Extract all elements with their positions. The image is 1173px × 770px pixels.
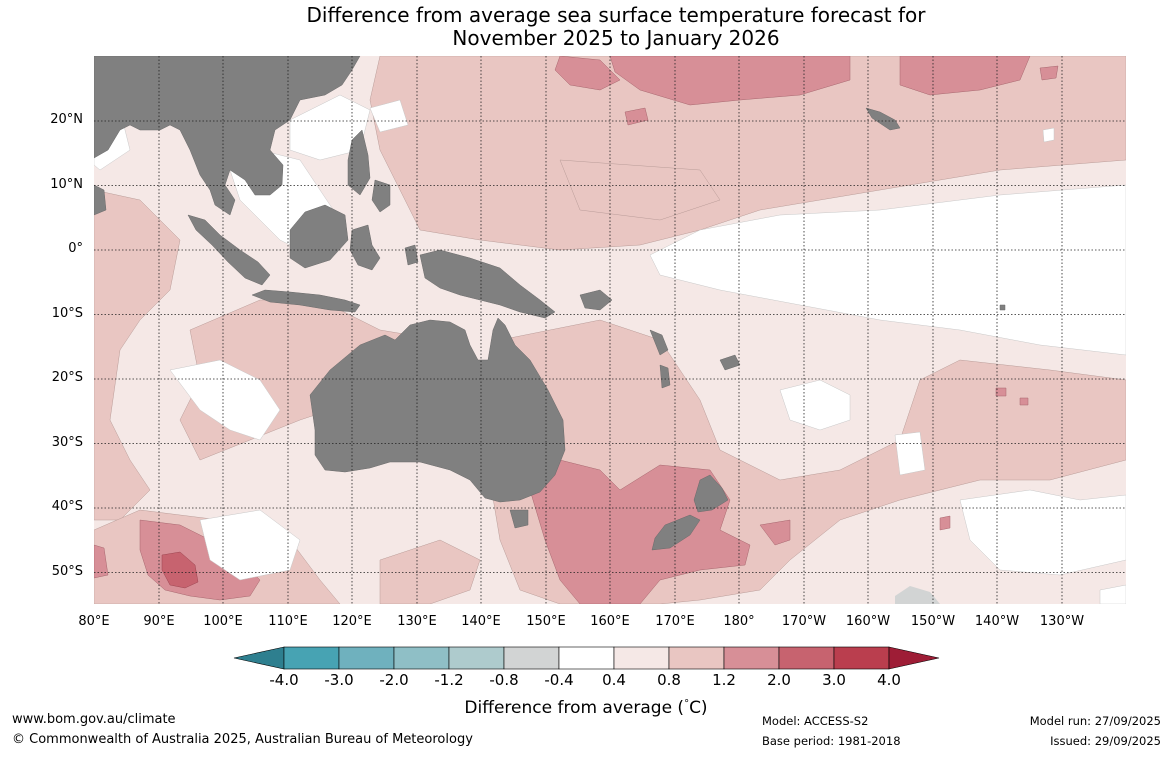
- colorbar-title-degree: °: [684, 698, 690, 710]
- colorbar-swatch: [338, 646, 395, 670]
- lat-label-20n: 20°N: [50, 112, 83, 127]
- colorbar-title: Difference from average (°C): [464, 698, 707, 718]
- lon-label-160w: 160°W: [845, 614, 891, 629]
- lon-label-130w: 130°W: [1039, 614, 1085, 629]
- graticule: [94, 56, 1126, 604]
- colorbar-swatch: [668, 646, 725, 670]
- lon-label-160e: 160°E: [590, 614, 630, 629]
- colorbar-label: -0.8: [489, 671, 519, 689]
- lat-label-0: 0°: [68, 241, 83, 256]
- lon-label-140e: 140°E: [461, 614, 501, 629]
- colorbar-swatch: [283, 646, 340, 670]
- map-title-line2: November 2025 to January 2026: [452, 26, 780, 50]
- lat-label-10s: 10°S: [51, 306, 83, 321]
- colorbar-label: -1.2: [434, 671, 464, 689]
- lon-label-110e: 110°E: [268, 614, 308, 629]
- colorbar-swatch: [778, 646, 835, 670]
- lon-label-180: 180°: [723, 614, 755, 629]
- lon-label-90e: 90°E: [143, 614, 175, 629]
- map-title-line1: Difference from average sea surface temp…: [306, 3, 926, 27]
- footer-url[interactable]: www.bom.gov.au/climate: [12, 712, 176, 727]
- lat-label-20s: 20°S: [51, 370, 83, 385]
- colorbar-label: 0.4: [602, 671, 626, 689]
- colorbar-swatch: [503, 646, 560, 670]
- footer-issued: Issued: 29/09/2025: [1050, 734, 1161, 748]
- colorbar-label: -0.4: [544, 671, 574, 689]
- colorbar-title-main: Difference from average (: [464, 698, 685, 718]
- lon-label-150w: 150°W: [910, 614, 956, 629]
- anomaly-cool-patch: [895, 586, 940, 604]
- colorbar-label: -4.0: [269, 671, 299, 689]
- footer-base-period: Base period: 1981-2018: [762, 734, 901, 748]
- anomaly-2.0-3.0: [161, 551, 199, 589]
- map-title: Difference from average sea surface temp…: [0, 4, 1173, 50]
- lon-label-80e: 80°E: [78, 614, 110, 629]
- colorbar-label: 4.0: [877, 671, 901, 689]
- lat-label-40s: 40°S: [51, 499, 83, 514]
- colorbar-label: -2.0: [379, 671, 409, 689]
- colorbar-swatch: [613, 646, 670, 670]
- lon-label-150e: 150°E: [526, 614, 566, 629]
- anomaly-near-zero: [94, 94, 1126, 604]
- lon-label-120e: 120°E: [332, 614, 372, 629]
- lon-label-140w: 140°W: [974, 614, 1020, 629]
- lat-label-30s: 30°S: [51, 435, 83, 450]
- lon-label-100e: 100°E: [203, 614, 243, 629]
- footer-model: Model: ACCESS-S2: [762, 714, 869, 728]
- colorbar-swatch: [833, 646, 890, 670]
- anomaly-1.2-2.0: [94, 56, 1059, 604]
- colorbar-extend-low: [233, 646, 285, 670]
- colorbar-swatch: [558, 646, 615, 670]
- colorbar-swatch: [448, 646, 505, 670]
- colorbar-label: 3.0: [822, 671, 846, 689]
- colorbar-label: 0.8: [657, 671, 681, 689]
- lat-label-50s: 50°S: [51, 564, 83, 579]
- lat-label-10n: 10°N: [50, 177, 83, 192]
- colorbar-swatch: [723, 646, 780, 670]
- colorbar-title-unit: C): [689, 698, 708, 718]
- colorbar-label: 2.0: [767, 671, 791, 689]
- colorbar-label: -3.0: [324, 671, 354, 689]
- lon-label-130e: 130°E: [397, 614, 437, 629]
- colorbar-swatch: [393, 646, 450, 670]
- colorbar-label: 1.2: [712, 671, 736, 689]
- map-area: [94, 56, 1126, 604]
- footer-model-run: Model run: 27/09/2025: [1029, 714, 1161, 728]
- lon-label-170w: 170°W: [781, 614, 827, 629]
- lon-label-170e: 170°E: [655, 614, 695, 629]
- colorbar: [233, 646, 940, 670]
- colorbar-extend-high: [888, 646, 940, 670]
- landmass: [94, 56, 1006, 551]
- footer-copyright: © Commonwealth of Australia 2025, Austra…: [12, 732, 473, 747]
